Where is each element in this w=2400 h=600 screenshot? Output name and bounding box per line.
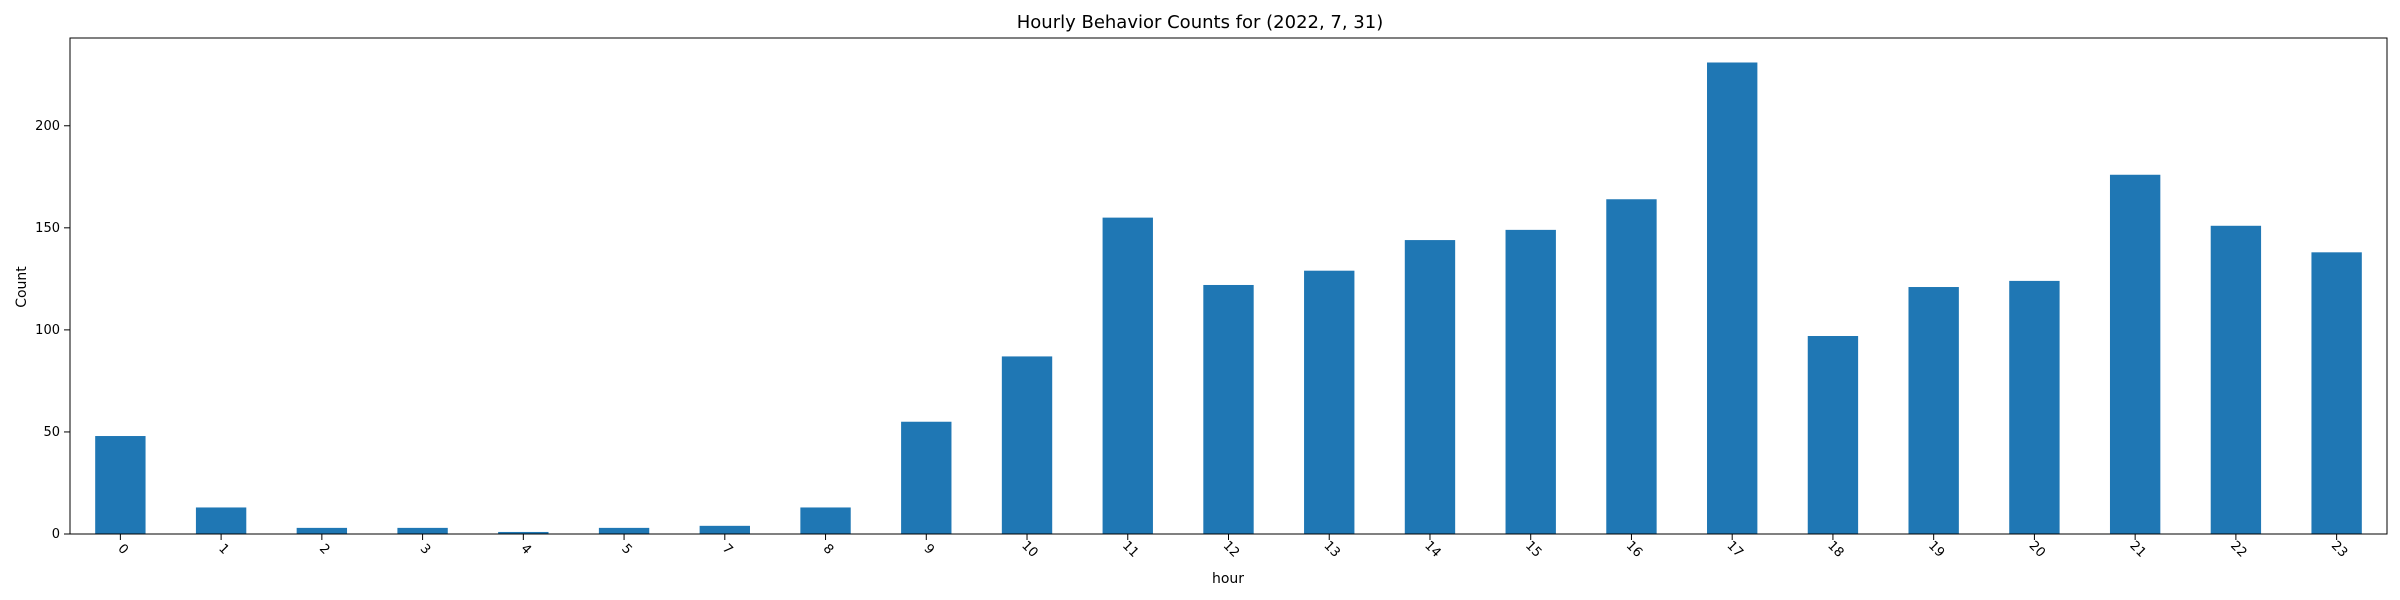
plot-area: 0 1 2 3 4 5 7 8 9 10 11 12 13 14 15 16 17 18 19 20 21 22 23 05… <box>35 37 2388 561</box>
bar <box>1606 199 1657 534</box>
y-tick-label: 50 <box>43 425 60 440</box>
bars-layer <box>95 62 2362 534</box>
chart-title: Hourly Behavior Counts for (2022, 7, 31) <box>1017 12 1384 33</box>
y-axis: 0 50 100 150 200 <box>35 119 70 542</box>
bar <box>1707 62 1758 534</box>
bar <box>1001 356 1053 534</box>
y-tick-label: 0 <box>52 527 60 542</box>
plot-frame <box>69 37 2388 535</box>
bar <box>2109 174 2161 534</box>
bar <box>1102 217 1153 534</box>
bar <box>195 507 247 534</box>
bar <box>1908 287 1959 534</box>
x-axis-label: hour <box>1212 571 1244 587</box>
bar <box>296 527 348 534</box>
bar <box>1505 229 1556 534</box>
bar <box>1203 284 1254 534</box>
y-tick-label: 150 <box>35 221 60 236</box>
y-tick-label: 100 <box>35 323 60 338</box>
y-axis-label: Count <box>14 266 30 308</box>
bar <box>800 507 851 534</box>
bar <box>2210 225 2262 534</box>
y-tick-label: 200 <box>35 119 60 134</box>
bar <box>901 421 952 534</box>
bar <box>498 531 549 534</box>
bar <box>2311 252 2362 534</box>
bar <box>1304 270 1355 534</box>
bar <box>1807 336 1859 534</box>
bar <box>95 436 146 534</box>
bar <box>397 527 448 534</box>
bar <box>1404 240 1456 534</box>
bar <box>2009 280 2060 534</box>
bar <box>699 525 750 534</box>
bar <box>598 527 650 534</box>
